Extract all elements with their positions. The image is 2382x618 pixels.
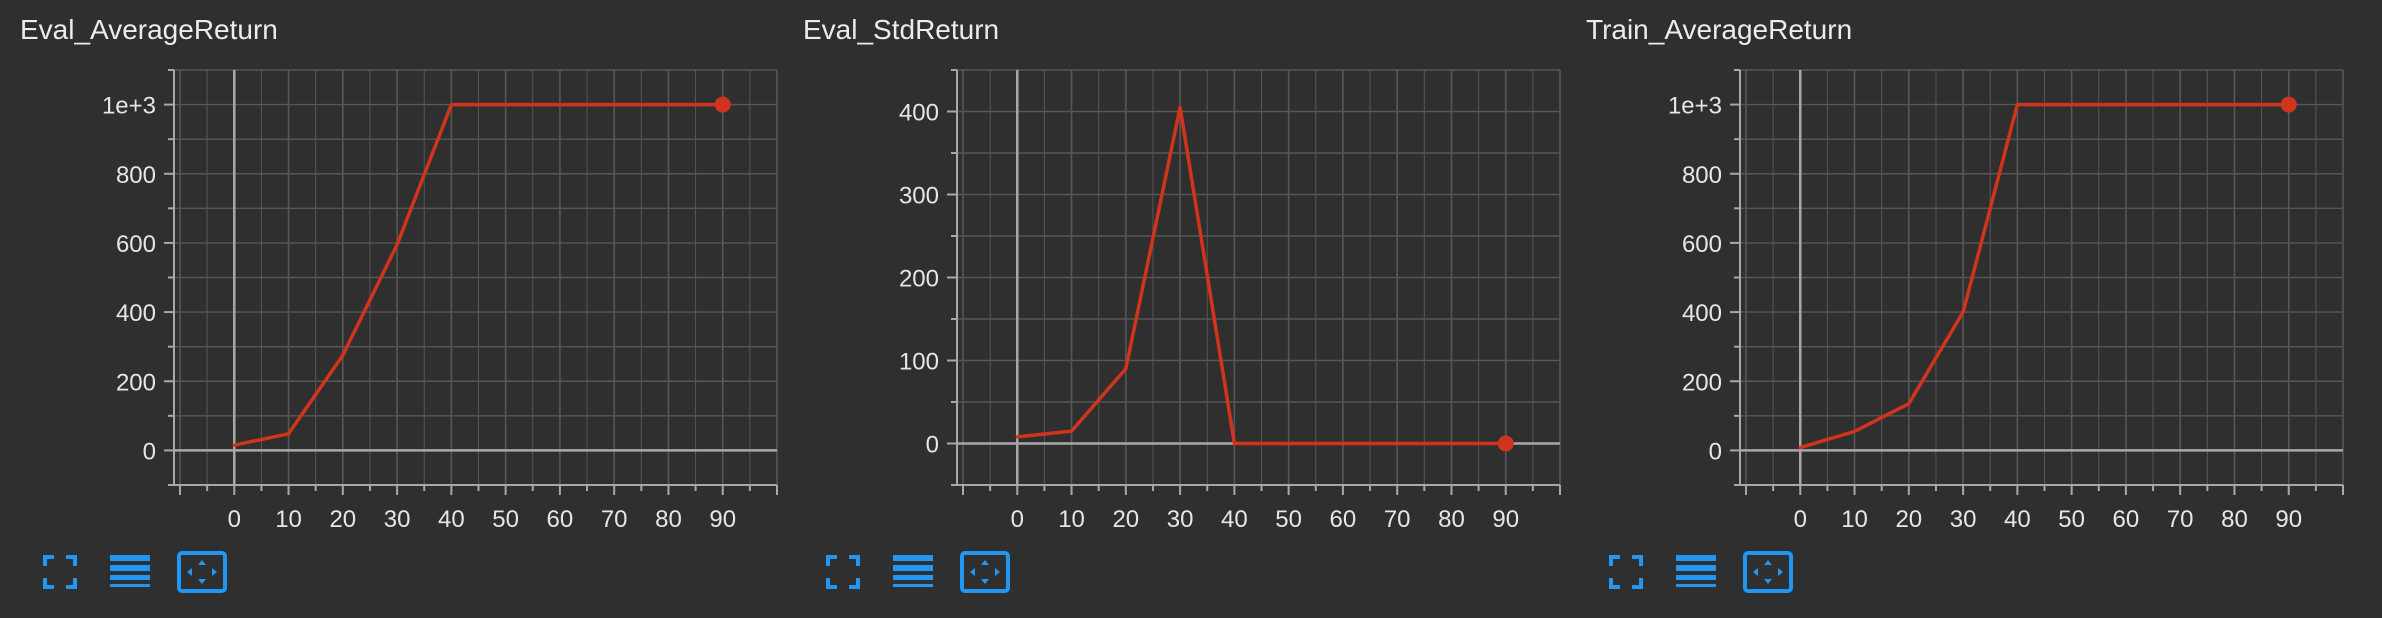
toggle-legend-button[interactable] (887, 548, 939, 596)
fullscreen-button[interactable] (817, 548, 869, 596)
chart-card-train-average-return: Train_AverageReturn 0 200 400 600 800 1e+3 0 10… (1566, 0, 2349, 618)
y-tick-label: 300 (899, 183, 939, 210)
x-tick-label: 0 (1794, 506, 1807, 533)
y-tick-label: 0 (926, 432, 939, 459)
fit-domain-icon (177, 551, 227, 593)
x-tick-label: 30 (384, 506, 411, 533)
y-tick-label: 1e+3 (102, 93, 156, 120)
y-tick-label: 600 (116, 231, 156, 258)
y-tick-label: 800 (116, 162, 156, 189)
x-tick-label: 80 (1438, 506, 1465, 533)
chart-title: Eval_AverageReturn (20, 14, 278, 45)
series-line (232, 102, 725, 447)
x-tick-label: 80 (2221, 506, 2248, 533)
x-tick-label: 20 (1895, 506, 1922, 533)
series-line (1015, 105, 1508, 446)
chart-svg[interactable]: 0 200 400 600 800 1e+3 0 10 20 30 40 50 60 70 80 90 (1566, 0, 2349, 618)
x-tick-label: 30 (1167, 506, 1194, 533)
fullscreen-button[interactable] (34, 548, 86, 596)
fit-domain-button[interactable] (176, 548, 228, 596)
x-tick-label: 0 (228, 506, 241, 533)
x-tick-label: 10 (1058, 506, 1085, 533)
fit-domain-icon (960, 551, 1010, 593)
fit-domain-button[interactable] (1742, 548, 1794, 596)
fullscreen-icon (1609, 555, 1643, 589)
x-tick-label: 80 (655, 506, 682, 533)
chart-card-eval-average-return: Eval_AverageReturn 0 200 400 600 800 1e+3 0 10 2… (0, 0, 783, 618)
x-tick-label: 70 (1384, 506, 1411, 533)
chart-card-eval-std-return: Eval_StdReturn 0 100 200 300 400 0 10 20 30 40 50 6… (783, 0, 1566, 618)
y-tick-label: 1e+3 (1668, 93, 1722, 120)
series-last-point (714, 96, 731, 113)
y-tick-label: 200 (1682, 369, 1722, 396)
series-line (1798, 102, 2291, 450)
y-tick-label: 600 (1682, 231, 1722, 258)
x-tick-label: 90 (2275, 506, 2302, 533)
chart-title: Eval_StdReturn (803, 14, 1000, 45)
y-tick-label: 200 (116, 369, 156, 396)
x-tick-label: 50 (2058, 506, 2085, 533)
legend-lines-icon (893, 555, 933, 587)
fit-domain-button[interactable] (959, 548, 1011, 596)
x-tick-label: 50 (492, 506, 519, 533)
x-tick-label: 10 (275, 506, 302, 533)
x-tick-label: 40 (438, 506, 465, 533)
legend-lines-icon (110, 555, 150, 587)
x-tick-label: 60 (2113, 506, 2140, 533)
y-tick-label: 100 (899, 349, 939, 376)
fit-domain-icon (1743, 551, 1793, 593)
y-tick-label: 400 (899, 100, 939, 127)
x-tick-label: 20 (329, 506, 356, 533)
x-tick-label: 90 (1492, 506, 1519, 533)
y-tick-label: 200 (899, 266, 939, 293)
chart-svg[interactable]: 0 200 400 600 800 1e+3 0 10 20 30 40 50 60 70 80 90 (0, 0, 783, 618)
fullscreen-icon (43, 555, 77, 589)
x-tick-label: 60 (547, 506, 574, 533)
toggle-legend-button[interactable] (104, 548, 156, 596)
y-tick-label: 400 (1682, 300, 1722, 327)
x-tick-label: 30 (1950, 506, 1977, 533)
x-tick-label: 10 (1841, 506, 1868, 533)
toggle-legend-button[interactable] (1670, 548, 1722, 596)
chart-title: Train_AverageReturn (1586, 14, 1853, 45)
x-tick-label: 60 (1330, 506, 1357, 533)
y-tick-label: 0 (1709, 438, 1722, 465)
x-tick-label: 70 (2167, 506, 2194, 533)
chart-svg[interactable]: 0 100 200 300 400 0 10 20 30 40 50 60 70 80 90 (783, 0, 1566, 618)
fullscreen-icon (826, 555, 860, 589)
legend-lines-icon (1676, 555, 1716, 587)
y-tick-label: 800 (1682, 162, 1722, 189)
x-tick-label: 70 (601, 506, 628, 533)
series-last-point (2280, 96, 2297, 113)
y-tick-label: 0 (143, 438, 156, 465)
series-last-point (1497, 435, 1514, 452)
y-tick-label: 400 (116, 300, 156, 327)
fullscreen-button[interactable] (1600, 548, 1652, 596)
x-tick-label: 50 (1275, 506, 1302, 533)
x-tick-label: 20 (1112, 506, 1139, 533)
x-tick-label: 40 (2004, 506, 2031, 533)
x-tick-label: 40 (1221, 506, 1248, 533)
x-tick-label: 90 (709, 506, 736, 533)
x-tick-label: 0 (1011, 506, 1024, 533)
